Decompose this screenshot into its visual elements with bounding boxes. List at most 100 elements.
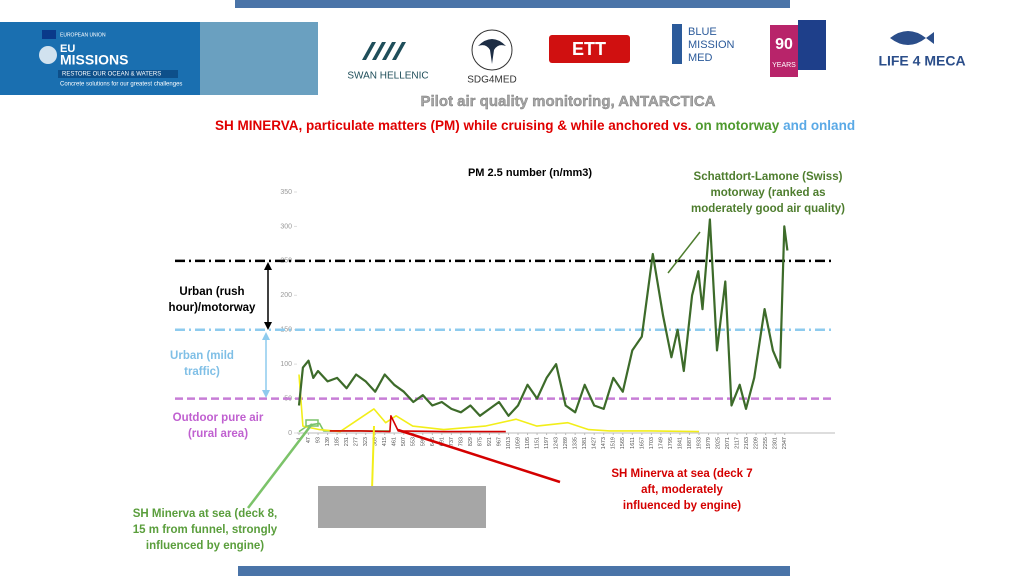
logo-text: YEARS [772, 62, 796, 69]
x-tick-label: 1933 [696, 437, 702, 449]
x-tick-label: 2117 [735, 437, 741, 449]
x-tick-label: 2163 [744, 437, 750, 449]
y-tick-label: 300 [280, 223, 292, 230]
x-tick-label: 2025 [715, 437, 721, 449]
y-tick-label: 350 [280, 189, 292, 196]
annotation: SH Minerva at sea (deck 7 [611, 468, 752, 480]
annotation: 15 m from funnel, strongly [133, 524, 278, 536]
annotation: aft, moderately [641, 484, 723, 496]
annotation: Schattdort-Lamone (Swiss) [694, 171, 843, 183]
x-tick-label: 1013 [506, 437, 512, 449]
subtitle-part: on motorway [695, 118, 779, 133]
x-tick-label: 1381 [582, 437, 588, 449]
logo-text: BLUE [688, 26, 717, 38]
x-tick-label: 415 [382, 437, 388, 446]
subtitle: SH MINERVA, particulate matters (PM) whi… [215, 118, 855, 133]
x-tick-label: 2255 [763, 437, 769, 449]
x-tick-label: 1795 [668, 437, 674, 449]
top-bar [235, 0, 790, 8]
x-tick-label: 93 [315, 437, 321, 443]
series-line [329, 415, 506, 433]
x-tick-label: 185 [335, 437, 341, 446]
x-tick-label: 1841 [677, 437, 683, 449]
x-tick-label: 1519 [611, 437, 617, 449]
x-tick-label: 783 [458, 437, 464, 446]
annotation: Outdoor pure air [173, 412, 264, 424]
x-tick-label: 1657 [639, 437, 645, 449]
y-tick-label: 250 [280, 258, 292, 265]
x-tick-label: 691 [439, 437, 445, 446]
x-tick-label: 1105 [525, 437, 531, 449]
logos: SWAN HELLENIC SDG4MED ETT BLUE MISSION M… [347, 20, 966, 86]
callouts [247, 231, 701, 528]
x-tick-label: 1703 [649, 437, 655, 449]
x-tick-label: 323 [363, 437, 369, 446]
x-tick-label: 1887 [687, 437, 693, 449]
x-tick-label: 47 [306, 437, 312, 443]
x-tick-label: 1289 [563, 437, 569, 449]
annotation: moderately good air quality) [691, 203, 845, 215]
eu-text: MISSIONS [60, 52, 128, 68]
logo-text: LIFE 4 MECA [878, 53, 965, 69]
x-tick-label: 2347 [782, 437, 788, 449]
x-tick-label: 1243 [554, 437, 560, 449]
y-tick-label: 200 [280, 292, 292, 299]
x-tick-label: 875 [477, 437, 483, 446]
annotation: Urban (rush [179, 286, 244, 298]
x-tick-label: 967 [496, 437, 502, 446]
logo-text: ETT [572, 39, 606, 59]
subtitle-part: SH MINERVA, particulate matters (PM) whi… [215, 118, 695, 133]
logo-text: MED [688, 52, 713, 64]
x-tick-label: 2301 [773, 437, 779, 449]
x-tick-label: 1979 [706, 437, 712, 449]
y-tick-label: 150 [280, 327, 292, 334]
x-tick-label: 507 [401, 437, 407, 446]
y-tick-label: 0 [288, 430, 292, 437]
x-tick-label: 1565 [620, 437, 626, 449]
annotation: traffic) [184, 366, 220, 378]
x-tick-label: 1335 [573, 437, 579, 449]
annotation: hour)/motorway [169, 302, 256, 314]
eu-text: RESTORE OUR OCEAN & WATERS [62, 72, 161, 78]
eu-text: Concrete solutions for our greatest chal… [60, 82, 182, 88]
x-tick-label: 1749 [658, 437, 664, 449]
chart-title: PM 2.5 number (n/mm3) [468, 167, 592, 179]
annotation: Urban (mild [170, 350, 234, 362]
x-tick-label: 2071 [725, 437, 731, 449]
logo-text: 90 [775, 36, 793, 53]
x-tick-label: 277 [354, 437, 360, 446]
x-tick-label: 139 [325, 437, 331, 446]
annotation: influenced by engine) [623, 500, 741, 512]
x-tick-label: 1611 [630, 437, 636, 449]
x-tick-label: 553 [411, 437, 417, 446]
x-tick-label: 1473 [601, 437, 607, 449]
x-tick-label: 1427 [592, 437, 598, 449]
eu-text: EUROPEAN UNION [60, 32, 106, 38]
slide-title: Pilot air quality monitoring, ANTARCTICA [421, 93, 716, 110]
logo-text: SWAN HELLENIC [347, 71, 428, 82]
annotation: motorway (ranked as [710, 187, 825, 199]
x-tick-label: 921 [487, 437, 493, 446]
chart: PM 2.5 number (n/mm3)0501001502002503003… [133, 167, 845, 552]
x-tick-label: 231 [344, 437, 350, 446]
y-tick-label: 100 [280, 361, 292, 368]
annotation: (rural area) [188, 428, 248, 440]
x-tick-label: 1197 [544, 437, 550, 449]
subtitle-part: and onland [779, 118, 855, 133]
annotation: SH Minerva at sea (deck 8, [133, 508, 277, 520]
annotation: influenced by engine) [146, 540, 264, 552]
x-tick-label: 2209 [754, 437, 760, 449]
bottom-bar [238, 566, 790, 576]
x-tick-label: 369 [373, 437, 379, 446]
eu-text: EU [60, 43, 75, 55]
x-tick-label: 737 [449, 437, 455, 446]
x-tick-label: 599 [420, 437, 426, 446]
logo-text: SDG4MED [467, 75, 516, 86]
series-line [297, 218, 789, 417]
x-tick-label: 829 [468, 437, 474, 446]
x-tick-label: 1059 [515, 437, 521, 449]
x-tick-label: 1151 [535, 437, 541, 449]
eu-banner: EUROPEAN UNION EU MISSIONS RESTORE OUR O… [0, 22, 318, 95]
x-tick-label: 461 [392, 437, 398, 446]
